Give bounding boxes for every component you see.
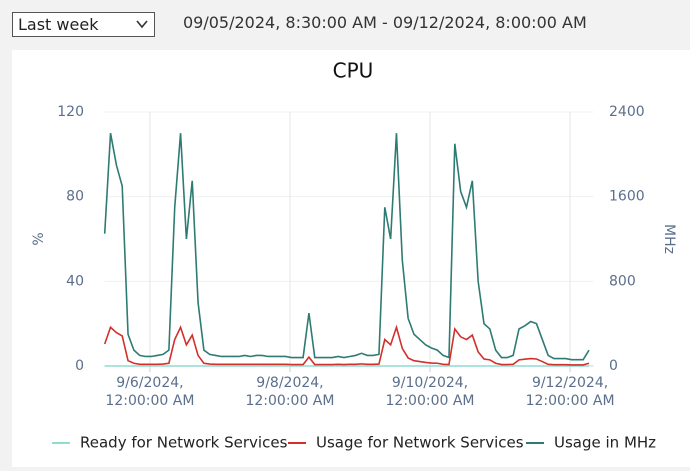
y2-tick-label: 1600 [609,189,645,205]
range-select[interactable]: Last week [12,12,155,37]
series-line [103,133,590,361]
y-tick-label: 120 [57,104,84,120]
y-axis-label: % [31,232,47,245]
chart-title: CPU [333,59,374,83]
y2-tick-label: 800 [609,273,636,289]
legend-label: Ready for Network Services [80,434,288,452]
y-tick-label: 40 [66,273,84,289]
legend-label: Usage for Network Services [316,434,524,452]
date-range: 09/05/2024, 8:30:00 AM - 09/12/2024, 8:0… [183,13,587,32]
chart: CPU % MHz 0 40 80 120 0 800 1600 2400 9/6/2024, 1… [31,59,677,452]
y2-tick-label: 0 [609,358,618,374]
y2-axis-label: MHz [661,224,677,254]
x-tick-label: 9/8/2024, [256,375,323,391]
x-tick-label: 9/12/2024, [532,375,608,391]
chart-card: CPU % MHz 0 40 80 120 0 800 1600 2400 9/6/2024, 1… [12,50,690,467]
x-tick-label: 12:00:00 AM [526,393,615,409]
x-tick-label: 12:00:00 AM [386,393,475,409]
x-tick-label: 9/6/2024, [116,375,183,391]
legend-label: Usage in MHz [554,434,656,452]
x-tick-label: 12:00:00 AM [105,393,194,409]
chevron-icon [136,20,148,29]
x-tick-label: 12:00:00 AM [245,393,334,409]
series-line [103,324,590,366]
y-tick-label: 80 [66,189,84,205]
range-select-value: Last week [18,15,99,34]
y2-tick-label: 2400 [609,104,645,120]
x-tick-label: 9/10/2024, [392,375,468,391]
y-tick-label: 0 [75,358,84,374]
